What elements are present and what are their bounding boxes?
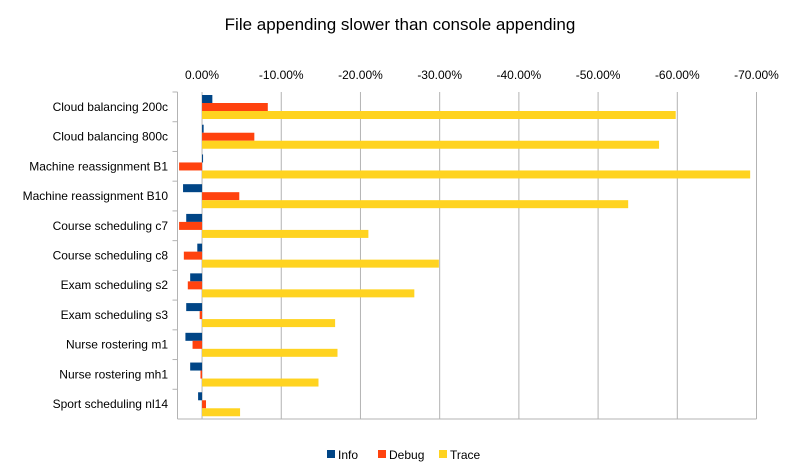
bar-debug xyxy=(200,370,203,379)
legend-swatch-debug xyxy=(378,450,386,458)
bar-trace xyxy=(202,259,439,268)
bar-info xyxy=(186,213,203,222)
x-tick-label: -70.00% xyxy=(734,68,779,82)
bar-debug xyxy=(202,192,240,201)
category-label: Machine reassignment B10 xyxy=(23,189,169,203)
legend-label: Debug xyxy=(389,448,424,462)
x-tick-label: -40.00% xyxy=(497,68,542,82)
bar-debug xyxy=(202,400,207,409)
bar-trace xyxy=(202,408,241,417)
bar-debug xyxy=(202,103,268,111)
category-label: Course scheduling c7 xyxy=(53,219,169,233)
chart-title: File appending slower than console appen… xyxy=(225,15,576,34)
bar-debug xyxy=(187,281,203,290)
bar-info xyxy=(202,124,204,133)
x-tick-label: -60.00% xyxy=(655,68,700,82)
category-label: Course scheduling c8 xyxy=(53,249,169,263)
bar-trace xyxy=(202,140,660,149)
category-label: Nurse rostering mh1 xyxy=(59,367,168,381)
x-tick-label: 0.00% xyxy=(185,68,219,82)
bar-info xyxy=(186,303,203,312)
bar-debug xyxy=(179,162,203,171)
bar-debug xyxy=(202,132,255,141)
category-label: Cloud balancing 800c xyxy=(53,130,168,144)
bar-info xyxy=(190,362,203,371)
bar-debug xyxy=(199,311,203,320)
bar-trace xyxy=(202,229,369,238)
legend-label: Info xyxy=(338,448,358,462)
bar-info xyxy=(198,392,203,401)
category-label: Machine reassignment B1 xyxy=(29,159,168,173)
bar-trace xyxy=(202,378,319,387)
bar-info xyxy=(202,95,213,103)
bar-info xyxy=(202,154,204,163)
bar-trace xyxy=(202,289,415,298)
bar-info xyxy=(183,184,203,193)
legend-swatch-trace xyxy=(439,450,447,458)
bar-info xyxy=(185,332,203,341)
bar-debug xyxy=(192,340,203,349)
category-label: Cloud balancing 200c xyxy=(53,100,168,114)
x-tick-label: -10.00% xyxy=(259,68,304,82)
bar-trace xyxy=(202,348,338,357)
category-label: Exam scheduling s3 xyxy=(61,308,169,322)
category-label: Nurse rostering m1 xyxy=(66,338,168,352)
category-label: Sport scheduling nl14 xyxy=(53,397,169,411)
bar-trace xyxy=(202,170,751,179)
bar-trace xyxy=(202,200,629,209)
bar-trace xyxy=(202,319,336,328)
legend-label: Trace xyxy=(450,448,481,462)
bar-trace xyxy=(202,111,676,119)
legend-swatch-info xyxy=(327,450,335,458)
bar-debug xyxy=(183,251,203,260)
x-tick-label: -30.00% xyxy=(417,68,462,82)
x-tick-label: -50.00% xyxy=(576,68,621,82)
bar-debug xyxy=(179,221,203,230)
category-label: Exam scheduling s2 xyxy=(61,278,169,292)
bar-info xyxy=(190,273,203,282)
bar-info xyxy=(197,243,203,252)
x-tick-label: -20.00% xyxy=(338,68,383,82)
